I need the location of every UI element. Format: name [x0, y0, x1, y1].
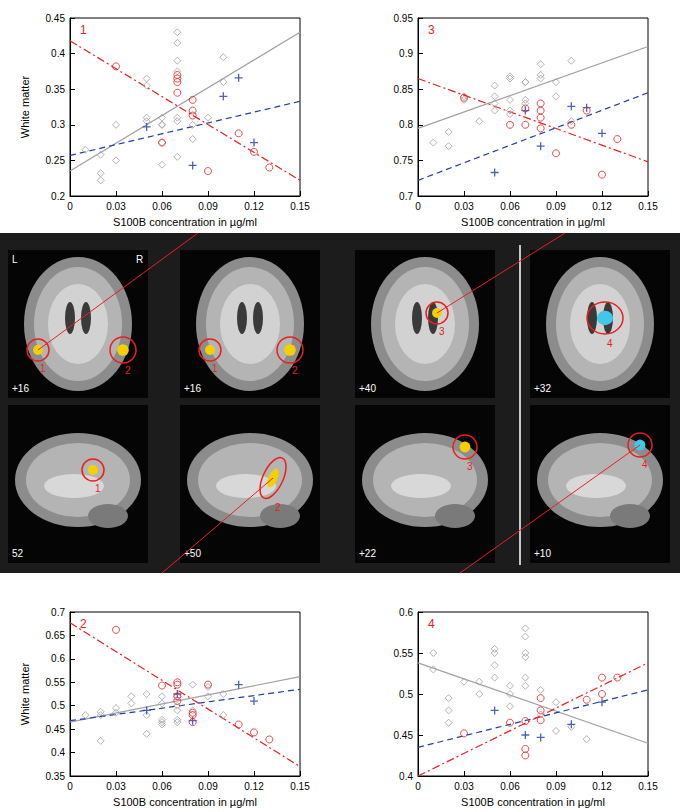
svg-text:+22: +22 — [359, 548, 376, 559]
svg-text:L: L — [12, 254, 18, 265]
svg-text:1: 1 — [40, 363, 46, 374]
svg-text:0.6: 0.6 — [399, 607, 413, 618]
svg-text:0.09: 0.09 — [546, 201, 566, 212]
svg-text:0.4: 0.4 — [51, 747, 65, 758]
svg-text:0: 0 — [415, 781, 421, 792]
svg-text:0.7: 0.7 — [399, 191, 413, 202]
svg-text:0.35: 0.35 — [46, 84, 66, 95]
svg-text:S100B concentration in µg/ml: S100B concentration in µg/ml — [113, 216, 257, 228]
svg-text:0.35: 0.35 — [46, 771, 66, 782]
svg-text:0.7: 0.7 — [51, 607, 65, 618]
svg-text:2: 2 — [125, 365, 131, 376]
svg-text:0: 0 — [67, 781, 73, 792]
svg-text:0.09: 0.09 — [198, 781, 218, 792]
svg-text:0.15: 0.15 — [638, 781, 658, 792]
svg-text:1: 1 — [212, 363, 218, 374]
svg-text:0.65: 0.65 — [46, 630, 66, 641]
svg-text:White matter: White matter — [19, 662, 31, 725]
svg-text:3: 3 — [467, 461, 473, 472]
svg-text:0.15: 0.15 — [290, 781, 310, 792]
svg-text:4: 4 — [642, 459, 648, 470]
svg-text:0.03: 0.03 — [106, 201, 126, 212]
svg-text:1: 1 — [80, 23, 87, 37]
svg-text:3: 3 — [428, 23, 435, 37]
svg-text:0.85: 0.85 — [394, 84, 414, 95]
svg-text:0.3: 0.3 — [51, 119, 65, 130]
svg-text:0.55: 0.55 — [46, 677, 66, 688]
svg-text:0.06: 0.06 — [152, 201, 172, 212]
svg-text:0.06: 0.06 — [152, 781, 172, 792]
svg-text:+40: +40 — [359, 383, 376, 394]
svg-text:+50: +50 — [184, 548, 201, 559]
svg-text:0.12: 0.12 — [244, 201, 264, 212]
svg-text:0.8: 0.8 — [399, 119, 413, 130]
svg-text:0.4: 0.4 — [399, 771, 413, 782]
svg-text:4: 4 — [607, 338, 613, 349]
svg-text:0.9: 0.9 — [399, 48, 413, 59]
svg-text:0.12: 0.12 — [592, 201, 612, 212]
svg-text:0.45: 0.45 — [394, 730, 414, 741]
svg-text:0.12: 0.12 — [592, 781, 612, 792]
svg-text:S100B concentration in µg/ml: S100B concentration in µg/ml — [461, 796, 605, 808]
svg-text:0.03: 0.03 — [454, 201, 474, 212]
svg-text:0.03: 0.03 — [106, 781, 126, 792]
svg-text:S100B concentration in µg/ml: S100B concentration in µg/ml — [113, 796, 257, 808]
svg-text:0.06: 0.06 — [500, 781, 520, 792]
svg-text:0.75: 0.75 — [394, 155, 414, 166]
svg-text:0.06: 0.06 — [500, 201, 520, 212]
svg-text:0.6: 0.6 — [51, 653, 65, 664]
svg-text:0.15: 0.15 — [290, 201, 310, 212]
svg-text:0.15: 0.15 — [638, 201, 658, 212]
svg-text:0.12: 0.12 — [244, 781, 264, 792]
svg-text:+16: +16 — [12, 383, 29, 394]
svg-text:0.95: 0.95 — [394, 13, 414, 24]
svg-text:0.45: 0.45 — [46, 13, 66, 24]
svg-text:0.03: 0.03 — [454, 781, 474, 792]
svg-text:1: 1 — [95, 483, 101, 494]
svg-text:S100B concentration in µg/ml: S100B concentration in µg/ml — [461, 216, 605, 228]
svg-text:3: 3 — [439, 326, 445, 337]
svg-text:4: 4 — [428, 617, 435, 631]
svg-text:0.5: 0.5 — [51, 700, 65, 711]
svg-text:0.4: 0.4 — [51, 48, 65, 59]
svg-text:0.25: 0.25 — [46, 155, 66, 166]
svg-text:52: 52 — [12, 548, 24, 559]
svg-text:0: 0 — [67, 201, 73, 212]
svg-text:0.45: 0.45 — [46, 724, 66, 735]
svg-text:0.2: 0.2 — [51, 191, 65, 202]
svg-text:+10: +10 — [534, 548, 551, 559]
svg-text:0.09: 0.09 — [198, 201, 218, 212]
svg-text:R: R — [136, 254, 143, 265]
svg-text:0: 0 — [415, 201, 421, 212]
svg-text:0.55: 0.55 — [394, 648, 414, 659]
svg-text:2: 2 — [292, 365, 298, 376]
svg-text:2: 2 — [275, 502, 281, 513]
svg-text:0.09: 0.09 — [546, 781, 566, 792]
svg-text:+32: +32 — [534, 383, 551, 394]
svg-text:0.5: 0.5 — [399, 689, 413, 700]
svg-text:White matter: White matter — [19, 75, 31, 138]
svg-text:+16: +16 — [184, 383, 201, 394]
svg-text:2: 2 — [80, 617, 87, 631]
